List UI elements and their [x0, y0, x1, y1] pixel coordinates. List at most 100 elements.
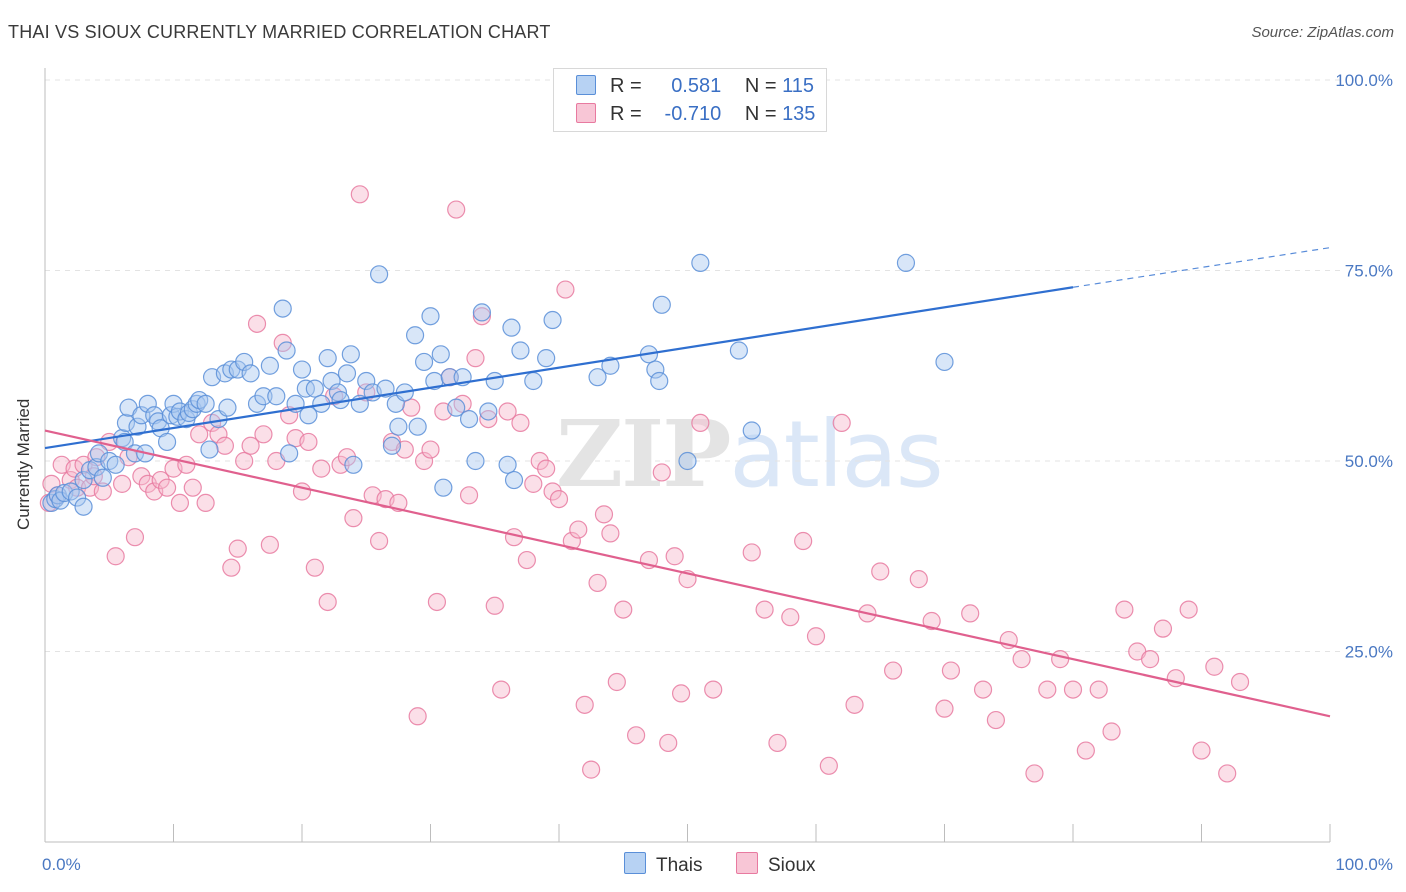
thais-trend-extension: [1072, 247, 1331, 288]
sioux-point: [331, 455, 350, 474]
thais-point: [485, 371, 504, 391]
sioux-point: [832, 413, 851, 432]
thais-point: [260, 356, 279, 375]
sioux-point: [1089, 680, 1108, 699]
sioux-swatch-icon: [576, 103, 596, 123]
thais-point: [344, 455, 363, 474]
thais-point: [89, 444, 109, 463]
sioux-point: [196, 493, 215, 513]
thais-legend-label: Thais: [656, 855, 703, 876]
thais-point: [935, 352, 954, 372]
bottom-legend-sioux: Sioux: [736, 852, 816, 877]
sioux-point: [549, 490, 569, 509]
thais-point: [729, 341, 749, 360]
thais-point: [200, 440, 219, 459]
sioux-point: [241, 436, 260, 455]
thais-point: [376, 379, 395, 398]
sioux-point: [941, 661, 961, 680]
sioux-point: [132, 467, 151, 486]
sioux-point: [871, 562, 890, 581]
thais-point: [498, 455, 517, 474]
sioux-point: [157, 478, 177, 497]
sioux-point: [794, 531, 813, 551]
thais-point: [472, 303, 491, 322]
thais-point: [132, 406, 151, 425]
bottom-legend-thais: Thais: [624, 852, 702, 877]
sioux-point: [350, 185, 369, 204]
sioux-point: [614, 600, 633, 619]
sioux-point: [472, 307, 491, 326]
sioux-point: [254, 425, 273, 444]
thais-swatch-icon: [576, 75, 596, 95]
thais-point: [74, 497, 93, 516]
sioux-point: [935, 699, 954, 718]
watermark: ZIPatlas: [556, 400, 944, 508]
thais-point: [425, 371, 444, 391]
x-tick-label: 0.0%: [42, 855, 81, 874]
thais-point: [691, 253, 710, 272]
thais-point: [235, 352, 254, 372]
thais-point: [116, 413, 136, 432]
thais-point: [273, 299, 292, 318]
sioux-point: [582, 760, 601, 779]
thais-point: [254, 387, 273, 406]
sioux-point: [215, 436, 234, 455]
sioux-point: [414, 451, 434, 471]
sioux-point: [781, 608, 800, 627]
sioux-point: [479, 409, 498, 429]
sioux-point: [588, 573, 607, 593]
thais-point: [247, 394, 267, 413]
sioux-point: [652, 463, 671, 482]
sioux-legend-label: Sioux: [768, 855, 816, 876]
legend-n-value: 135: [782, 103, 816, 125]
legend-r-label: R =: [610, 75, 642, 97]
sioux-point: [337, 448, 357, 467]
thais-point: [93, 468, 112, 487]
sioux-point: [485, 596, 504, 615]
sioux-point: [909, 570, 928, 589]
sioux-point: [151, 470, 170, 490]
thais-point: [601, 356, 620, 375]
legend-r-label: R =: [610, 103, 642, 125]
sioux-point: [986, 710, 1006, 730]
thais-point: [267, 387, 286, 406]
legend-row-sioux: R = -0.710 N = 135: [576, 103, 815, 127]
thais-point: [305, 379, 324, 398]
thais-trend-line: [44, 286, 1074, 450]
sioux-point: [1102, 722, 1121, 741]
thais-point: [241, 364, 260, 383]
thais-point: [408, 417, 427, 436]
sioux-point: [665, 547, 684, 566]
sioux-point: [222, 558, 241, 577]
thais-legend-icon: [624, 852, 646, 874]
sioux-point: [575, 695, 594, 714]
sioux-point: [228, 539, 247, 558]
thais-point: [341, 345, 360, 364]
sioux-point: [260, 535, 279, 554]
thais-point: [68, 488, 87, 507]
sioux-point: [524, 474, 543, 493]
sioux-point: [562, 531, 581, 551]
sioux-point: [768, 733, 787, 753]
sioux-point: [594, 505, 614, 524]
thais-point: [652, 295, 671, 314]
sioux-point: [1115, 600, 1134, 619]
sioux-point: [556, 280, 575, 299]
sioux-point: [961, 604, 980, 623]
sioux-point: [1051, 650, 1070, 669]
sioux-point: [447, 200, 466, 219]
sioux-point: [569, 520, 588, 539]
thais-point: [588, 368, 607, 387]
legend-n-label: N =: [744, 75, 777, 97]
y-tick-label: 50.0%: [1345, 452, 1393, 471]
thais-point: [459, 409, 479, 429]
sioux-point: [1063, 680, 1083, 699]
thais-point: [434, 478, 453, 497]
sioux-point: [973, 680, 993, 699]
thais-point: [106, 455, 125, 474]
sioux-point: [93, 482, 112, 501]
thais-point: [157, 432, 177, 452]
sioux-point: [607, 672, 626, 692]
sioux-point: [427, 592, 447, 612]
sioux-point: [922, 611, 941, 631]
